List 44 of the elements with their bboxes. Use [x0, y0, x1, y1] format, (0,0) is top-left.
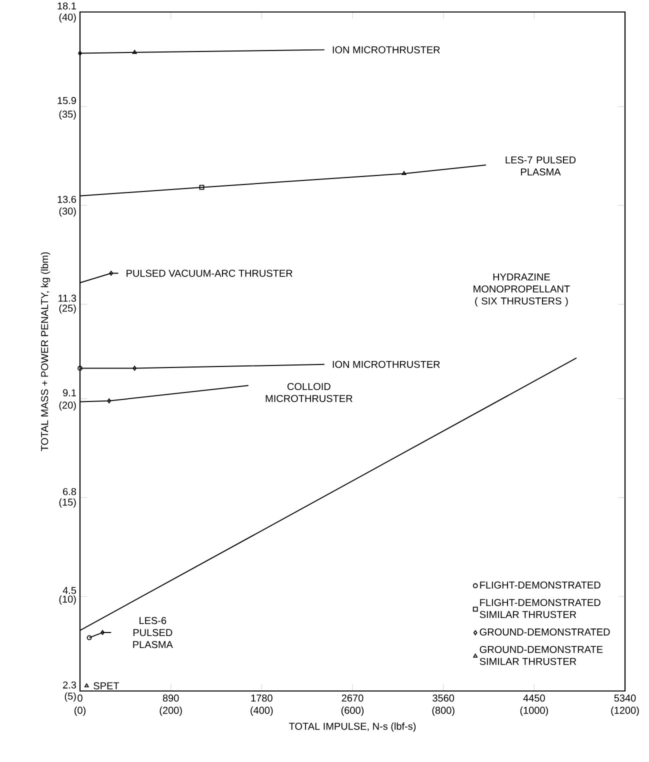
- annotation: HYDRAZINE MONOPROPELLANT ( SIX THRUSTERS ): [474, 274, 570, 306]
- y-tick-label: 4.5: [62, 586, 76, 594]
- x2-tick-label: (400): [250, 706, 273, 716]
- x2-tick-label: (0): [74, 706, 86, 716]
- x2-tick-label: (600): [341, 706, 364, 716]
- y2-tick-label: (5): [64, 692, 76, 702]
- y-tick-label: 2.3: [63, 681, 76, 689]
- y2-tick-label: (35): [59, 110, 76, 120]
- y-tick-label: 15.9: [58, 97, 76, 104]
- annotation: SPET: [94, 682, 120, 690]
- x2-tick-label: (1000): [520, 706, 548, 716]
- y2-tick-label: (40): [59, 13, 76, 23]
- x-tick-label: 2670: [342, 694, 364, 702]
- x2-tick-label: (800): [432, 706, 454, 716]
- y-axis-title: TOTAL MASS + POWER PENALTY, kg (lbm): [40, 252, 50, 452]
- x-tick-label: 0: [78, 694, 82, 702]
- x-tick-label: 890: [162, 694, 179, 702]
- legend-label: GROUND-DEMONSTRATED: [480, 628, 610, 636]
- y2-tick-label: (15): [59, 498, 76, 508]
- x2-tick-label: (200): [160, 706, 182, 716]
- y2-tick-label: (20): [59, 401, 76, 411]
- y-tick-label: 11.3: [58, 294, 76, 302]
- annotation: ION MICROTHRUSTER: [332, 46, 440, 54]
- x-tick-label: 4450: [523, 694, 545, 702]
- y-tick-label: 18.1: [58, 2, 76, 10]
- y-tick-label: 9.1: [63, 389, 76, 396]
- y-tick-label: 13.6: [58, 196, 76, 203]
- annotation: PULSED VACUUM-ARC THRUSTER: [126, 270, 292, 277]
- x-tick-label: 5340: [614, 694, 636, 702]
- annotation: ION MICROTHRUSTER: [332, 360, 440, 368]
- y-tick-label: 6.8: [63, 488, 76, 496]
- legend-label: FLIGHT-DEMONSTRATED: [480, 582, 600, 589]
- y2-tick-label: (10): [59, 595, 76, 605]
- legend-label: FLIGHT-DEMONSTRATED SIMILAR THRUSTER: [480, 598, 600, 618]
- annotation: COLLOID MICROTHRUSTER: [266, 382, 352, 402]
- x-axis-title: TOTAL IMPULSE, N-s (lbf-s): [289, 722, 416, 732]
- annotation: LES-7 PULSED PLASMA: [506, 156, 576, 176]
- legend-label: GROUND-DEMONSTRATE SIMILAR THRUSTER: [480, 646, 603, 666]
- x-tick-label: 1780: [251, 694, 272, 702]
- annotation: LES-6 PULSED PLASMA: [133, 617, 173, 648]
- y2-tick-label: (25): [59, 304, 76, 314]
- x2-tick-label: (1200): [611, 706, 639, 716]
- x-tick-label: 3560: [432, 694, 454, 702]
- y2-tick-label: (30): [59, 207, 76, 217]
